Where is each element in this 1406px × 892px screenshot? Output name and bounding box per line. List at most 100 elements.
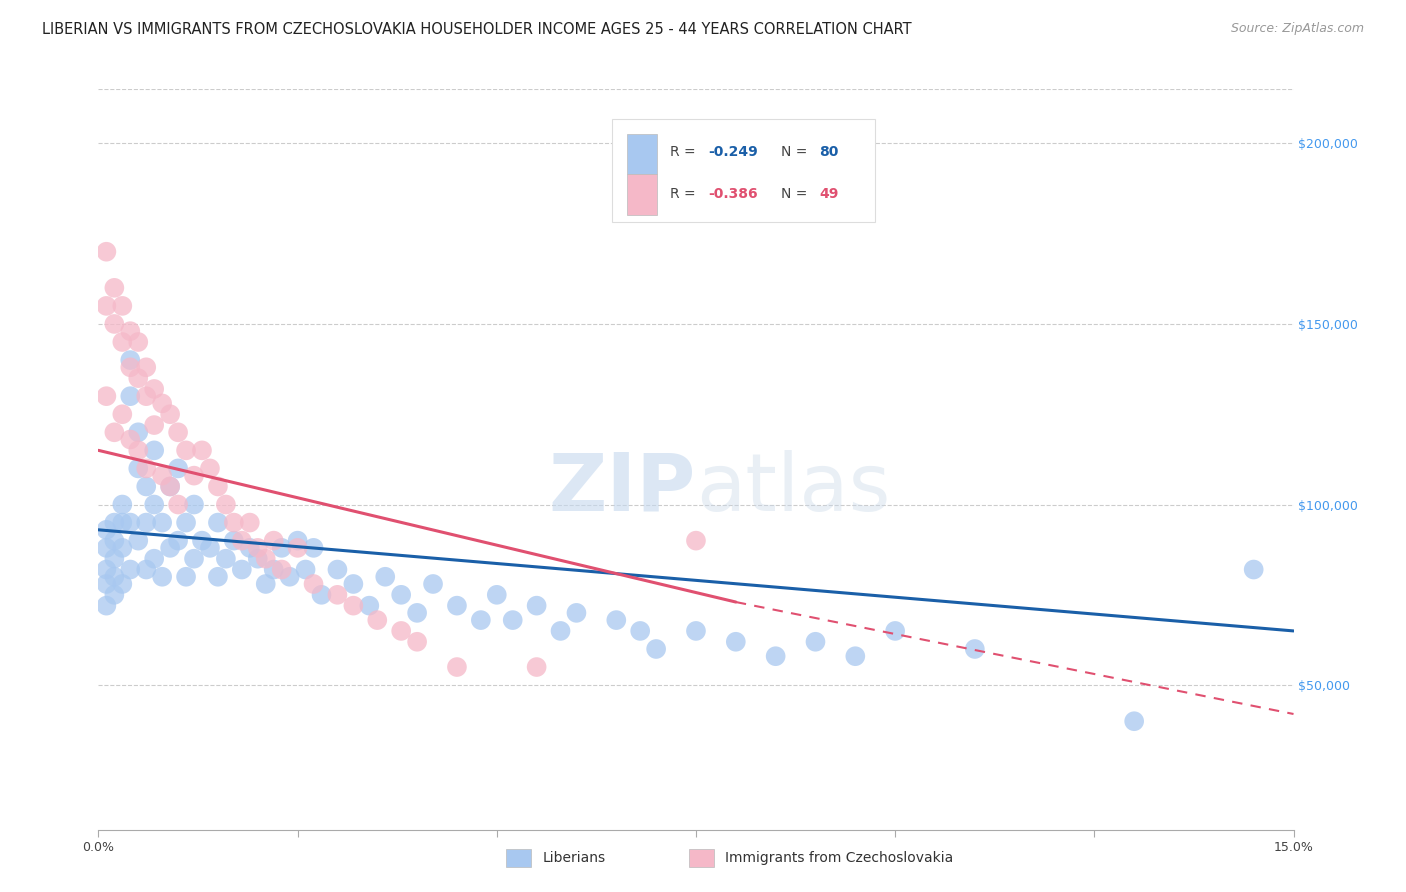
Point [366, 613, 388, 627]
Text: N =: N = [780, 187, 811, 202]
Point [207, 479, 229, 493]
FancyBboxPatch shape [627, 174, 657, 215]
FancyBboxPatch shape [613, 119, 876, 222]
Point [103, 281, 125, 295]
Point [270, 562, 292, 576]
Point [150, 516, 173, 530]
Point [628, 624, 651, 638]
Point [183, 551, 205, 566]
Point [222, 533, 245, 548]
Point [120, 516, 142, 530]
Point [389, 588, 412, 602]
Point [231, 533, 253, 548]
Point [239, 516, 262, 530]
Point [159, 541, 181, 555]
Point [294, 562, 316, 576]
Point [150, 468, 173, 483]
Point [254, 577, 277, 591]
Point [120, 389, 142, 403]
Point [311, 588, 333, 602]
Point [326, 588, 349, 602]
Point [96, 299, 118, 313]
Point [103, 516, 125, 530]
Point [103, 425, 125, 440]
Point [215, 498, 238, 512]
Point [143, 551, 166, 566]
Point [222, 516, 245, 530]
Point [207, 516, 229, 530]
Point [183, 468, 205, 483]
Point [135, 461, 157, 475]
Point [159, 407, 181, 421]
Point [342, 577, 364, 591]
Point [174, 516, 197, 530]
Point [231, 562, 253, 576]
Point [143, 498, 166, 512]
Point [159, 479, 181, 493]
Point [174, 443, 197, 458]
Point [111, 541, 134, 555]
Point [270, 541, 292, 555]
Point [96, 577, 118, 591]
Point [103, 533, 125, 548]
Point [287, 541, 309, 555]
Point [406, 606, 429, 620]
Point [174, 570, 197, 584]
Point [359, 599, 381, 613]
Point [198, 461, 221, 475]
Point [191, 443, 214, 458]
Point [120, 360, 142, 375]
Point [167, 533, 190, 548]
Text: -0.386: -0.386 [709, 187, 758, 202]
Point [207, 570, 229, 584]
Point [215, 551, 238, 566]
Point [103, 317, 125, 331]
Text: Source: ZipAtlas.com: Source: ZipAtlas.com [1230, 22, 1364, 36]
Point [884, 624, 907, 638]
Point [198, 541, 221, 555]
Point [605, 613, 627, 627]
Point [150, 570, 173, 584]
Point [502, 613, 524, 627]
Point [302, 541, 325, 555]
Point [263, 562, 285, 576]
Point [526, 599, 548, 613]
Point [127, 461, 149, 475]
Point [645, 642, 668, 657]
Point [167, 498, 190, 512]
Point [96, 523, 118, 537]
Point [183, 498, 205, 512]
Point [111, 577, 134, 591]
Point [191, 533, 214, 548]
Point [446, 599, 468, 613]
Point [111, 516, 134, 530]
Point [406, 634, 429, 648]
Text: atlas: atlas [696, 450, 890, 528]
Point [135, 360, 157, 375]
Point [374, 570, 396, 584]
Text: ZIP: ZIP [548, 450, 696, 528]
Text: Immigrants from Czechoslovakia: Immigrants from Czechoslovakia [725, 851, 953, 865]
Point [111, 334, 134, 349]
Point [1243, 562, 1265, 576]
Point [135, 562, 157, 576]
Text: 80: 80 [820, 145, 838, 159]
Text: R =: R = [669, 145, 700, 159]
Point [103, 588, 125, 602]
Point [844, 649, 866, 664]
Point [765, 649, 787, 664]
Point [96, 599, 118, 613]
Point [263, 533, 285, 548]
Text: N =: N = [780, 145, 811, 159]
Point [135, 516, 157, 530]
Point [120, 433, 142, 447]
Text: 49: 49 [820, 187, 838, 202]
Point [470, 613, 492, 627]
Point [120, 562, 142, 576]
Point [159, 479, 181, 493]
Point [143, 382, 166, 396]
Point [135, 389, 157, 403]
Point [127, 425, 149, 440]
Point [685, 533, 707, 548]
Point [143, 443, 166, 458]
